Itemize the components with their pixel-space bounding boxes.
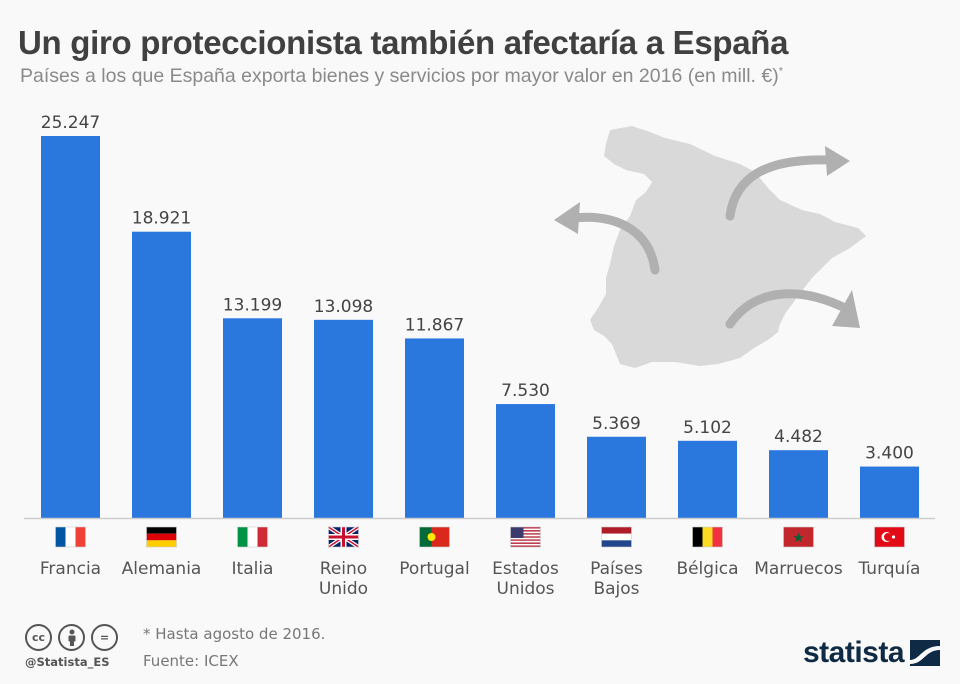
value-label: 18.921 <box>132 209 191 229</box>
arrow-southeast-head-icon <box>832 290 860 328</box>
bar-estados-unidos[interactable] <box>496 404 555 518</box>
subtitle-footnote-mark: * <box>778 65 784 78</box>
arrow-west-icon <box>567 212 660 275</box>
arrow-west-head-icon <box>554 202 580 234</box>
no-derivatives-icon[interactable]: = <box>91 624 118 651</box>
category-label: Reino <box>320 559 367 579</box>
person-icon <box>68 629 75 646</box>
value-label: 11.867 <box>405 315 464 335</box>
uk-flag-icon <box>327 525 360 549</box>
bar-marruecos[interactable] <box>769 450 828 518</box>
arrow-southeast-icon <box>725 289 850 329</box>
category-label: Italia <box>232 559 274 579</box>
bar-italia[interactable] <box>223 318 282 518</box>
value-label: 25.247 <box>41 113 100 133</box>
bar-portugal[interactable] <box>405 338 464 518</box>
category-label: Francia <box>40 559 101 579</box>
statista-logo-icon <box>910 640 941 666</box>
chart-subtitle: Países a los que España exporta bienes y… <box>20 65 783 88</box>
belgium-flag-icon <box>692 526 723 548</box>
category-label: Estados <box>492 559 559 579</box>
usa-flag-icon <box>510 526 541 548</box>
value-label: 7.530 <box>501 381 550 401</box>
attribution-icon[interactable] <box>58 624 85 651</box>
morocco-flag-icon: ★ <box>783 526 814 548</box>
arrow-northeast-icon <box>725 155 835 221</box>
spain-map-shape <box>590 126 866 368</box>
turkey-flag-icon <box>874 526 905 548</box>
footnote: * Hasta agosto de 2016. <box>143 625 326 643</box>
spain-map-illustration <box>554 126 866 368</box>
bar-reino-unido[interactable] <box>314 319 373 518</box>
category-label: Portugal <box>399 559 469 579</box>
cc-icon[interactable]: cc <box>25 624 52 651</box>
netherlands-flag-icon <box>601 526 632 548</box>
category-label: Países <box>590 559 643 579</box>
svg-text:★: ★ <box>793 531 805 546</box>
statista-logo[interactable]: statista <box>803 636 941 670</box>
category-label: Marruecos <box>754 559 843 579</box>
value-label: 13.098 <box>314 297 373 317</box>
category-label: Turquía <box>858 559 921 579</box>
category-label: Unidos <box>497 579 555 599</box>
twitter-handle[interactable]: @Statista_ES <box>25 655 110 669</box>
value-label: 3.400 <box>865 444 914 464</box>
bar-francia[interactable] <box>41 136 100 518</box>
source-label: Fuente: ICEX <box>143 652 239 670</box>
portugal-flag-icon <box>419 526 450 548</box>
value-label: 13.199 <box>223 295 282 315</box>
category-label: Unido <box>319 579 368 599</box>
category-label: Bajos <box>593 579 639 599</box>
italy-flag-icon <box>237 526 268 548</box>
chart-title: Un giro proteccionista también afectaría… <box>18 24 789 61</box>
value-label: 4.482 <box>774 427 823 447</box>
france-flag-icon <box>55 526 86 548</box>
bar-países-bajos[interactable] <box>587 436 646 518</box>
germany-flag-icon <box>146 526 177 548</box>
category-label: Bélgica <box>676 559 738 579</box>
bar-bélgica[interactable] <box>678 440 737 518</box>
value-label: 5.102 <box>683 418 732 438</box>
value-label: 5.369 <box>592 414 641 434</box>
license-icons: cc = <box>25 624 118 651</box>
subtitle-text: Países a los que España exporta bienes y… <box>20 65 779 87</box>
category-label: Alemania <box>122 559 202 579</box>
bar-turquía[interactable] <box>860 466 919 518</box>
arrow-northeast-head-icon <box>825 146 850 176</box>
statista-wordmark: statista <box>803 636 905 669</box>
bar-alemania[interactable] <box>132 231 191 518</box>
